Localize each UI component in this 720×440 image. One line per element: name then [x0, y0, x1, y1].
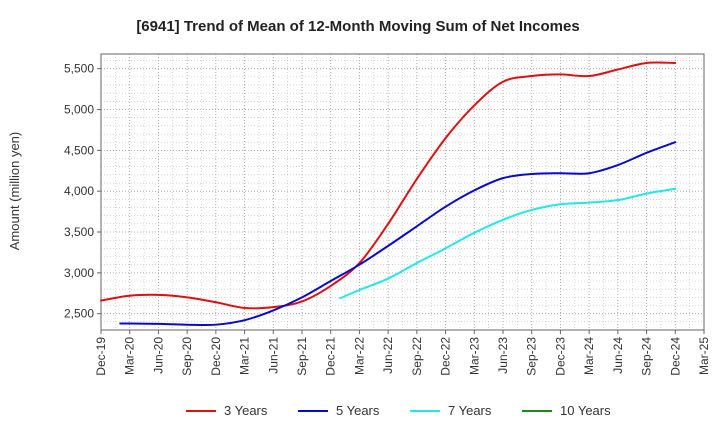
- x-tick-label: Sep-24: [640, 337, 654, 376]
- y-axis-ticks: 2,500 3,000 3,500 4,000 4,500 5,000 5,500: [64, 62, 101, 321]
- y-tick-label: 5,000: [64, 103, 94, 117]
- x-tick-label: Mar-21: [238, 337, 252, 375]
- x-tick-label: Dec-19: [94, 337, 108, 376]
- y-axis-label: Amount (million yen): [7, 132, 22, 251]
- x-tick-label: Dec-23: [553, 337, 567, 376]
- series-line-3-years: [100, 61, 677, 310]
- x-tick-label: Jun-20: [151, 337, 165, 374]
- x-tick-label: Mar-22: [352, 337, 366, 375]
- x-tick-label: Mar-20: [123, 337, 137, 375]
- y-tick-label: 2,500: [64, 307, 94, 321]
- y-tick-label: 5,500: [64, 62, 94, 76]
- y-tick-label: 3,000: [64, 266, 94, 280]
- x-tick-label: Mar-24: [582, 337, 596, 375]
- x-tick-label: Jun-24: [611, 337, 625, 374]
- series-lines: [100, 61, 677, 327]
- x-tick-label: Jun-22: [381, 337, 395, 374]
- legend: 3 Years 5 Years 7 Years 10 Years: [186, 403, 611, 418]
- legend-label-10-years: 10 Years: [560, 403, 611, 418]
- y-tick-label: 4,500: [64, 143, 94, 157]
- x-tick-label: Mar-23: [467, 337, 481, 375]
- y-tick-label: 3,500: [64, 225, 94, 239]
- x-tick-label: Dec-22: [439, 337, 453, 376]
- plot-area: [100, 53, 705, 331]
- series-line-5-years: [119, 141, 677, 327]
- y-tick-label: 4,000: [64, 184, 94, 198]
- x-tick-label: Sep-21: [295, 337, 309, 376]
- x-tick-label: Sep-23: [525, 337, 539, 376]
- gridlines: [100, 54, 705, 330]
- x-axis-ticks: Dec-19 Mar-20 Jun-20 Sep-20 Dec-20 Mar-21 Jun-…: [94, 330, 711, 376]
- x-tick-label: Jun-23: [496, 337, 510, 374]
- legend-label-7-years: 7 Years: [448, 403, 492, 418]
- chart-title: [6941] Trend of Mean of 12-Month Moving …: [136, 18, 579, 35]
- x-tick-label: Dec-20: [209, 337, 223, 376]
- x-tick-label: Sep-20: [180, 337, 194, 376]
- series-line-7-years: [339, 187, 677, 300]
- legend-label-3-years: 3 Years: [224, 403, 268, 418]
- x-tick-label: Jun-21: [266, 337, 280, 374]
- x-tick-label: Sep-22: [410, 337, 424, 376]
- legend-label-5-years: 5 Years: [336, 403, 380, 418]
- x-tick-label: Dec-24: [668, 337, 682, 376]
- x-tick-label: Dec-21: [324, 337, 338, 376]
- x-tick-label: Mar-25: [697, 337, 711, 375]
